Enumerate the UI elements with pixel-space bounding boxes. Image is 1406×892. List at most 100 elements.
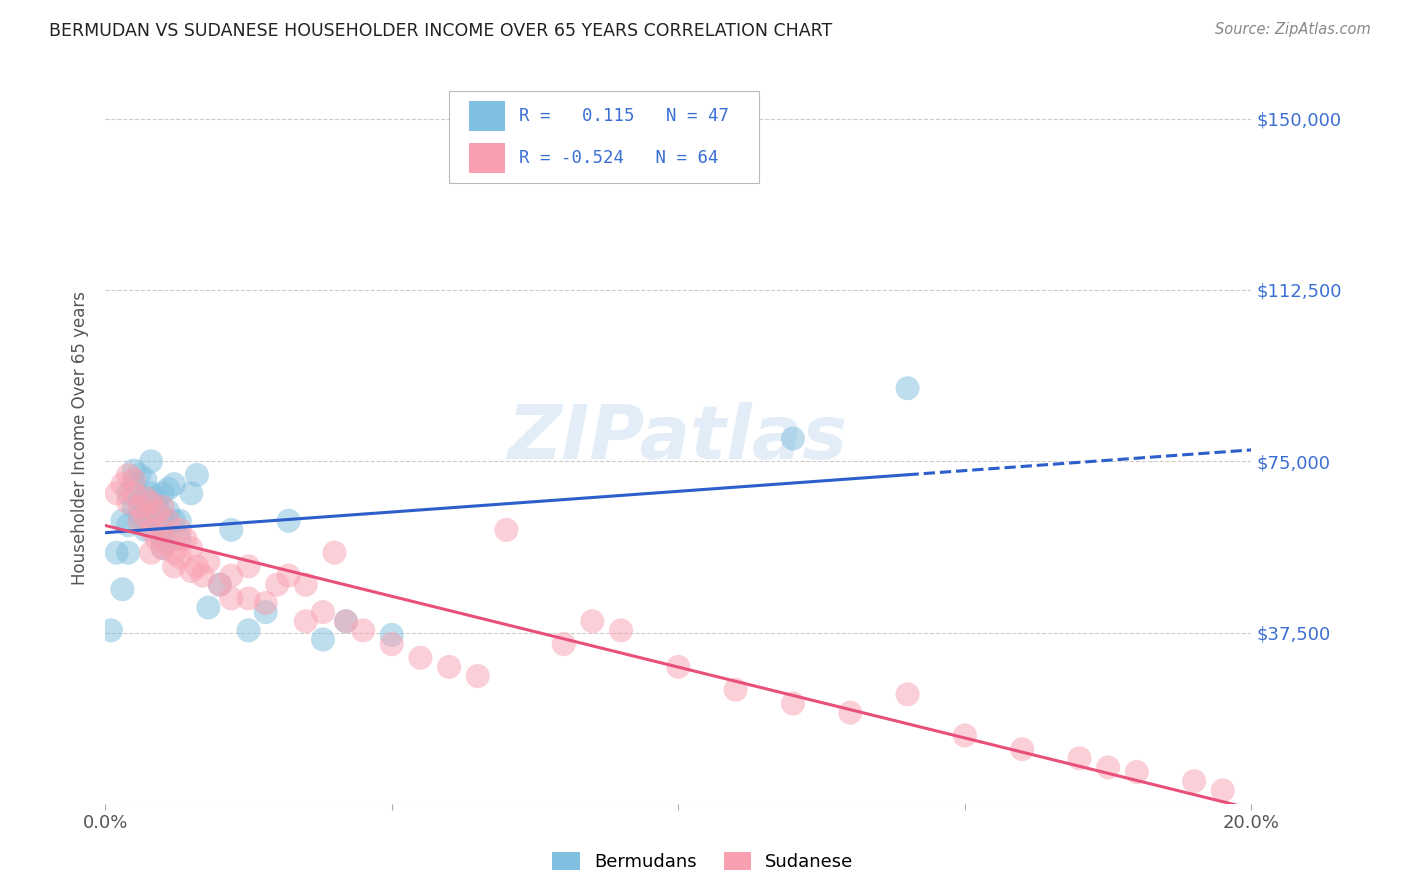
Point (134, 491, 156, 505)
Point (352, 624, 374, 638)
Point (117, 546, 139, 560)
Point (553, 637, 575, 651)
Point (1212, 783, 1234, 797)
Point (208, 577, 231, 591)
Point (221, 591, 243, 606)
Point (139, 495, 162, 509)
Point (111, 477, 134, 491)
Point (122, 473, 145, 487)
Point (152, 509, 174, 524)
Point (896, 381, 918, 395)
Point (180, 486, 202, 500)
Y-axis label: Householder Income Over 65 years: Householder Income Over 65 years (72, 292, 89, 585)
Point (581, 614, 603, 628)
Point (152, 523, 174, 537)
Point (277, 514, 299, 528)
Point (169, 514, 191, 528)
Point (146, 491, 169, 505)
Point (238, 624, 260, 638)
Point (134, 500, 156, 514)
Point (381, 628, 404, 642)
Point (180, 541, 202, 555)
Point (254, 605, 277, 619)
Point (163, 514, 186, 528)
Point (1011, 742, 1033, 756)
Point (294, 577, 316, 591)
Text: ZIPatlas: ZIPatlas (509, 402, 848, 475)
Point (139, 454, 162, 468)
Point (294, 614, 316, 628)
Point (157, 482, 180, 496)
Point (157, 514, 180, 528)
Point (128, 509, 150, 524)
Point (409, 650, 432, 665)
Point (152, 532, 174, 546)
Point (163, 546, 186, 560)
Point (437, 660, 460, 674)
Point (122, 463, 145, 477)
Point (139, 486, 162, 500)
Point (221, 523, 243, 537)
Point (724, 682, 747, 697)
Point (180, 564, 202, 578)
Point (139, 523, 162, 537)
Point (335, 614, 357, 628)
Point (117, 468, 139, 483)
Point (146, 514, 169, 528)
Point (134, 473, 156, 487)
Point (146, 532, 169, 546)
Point (839, 706, 862, 720)
Point (122, 486, 145, 500)
Point (238, 591, 260, 606)
Point (1097, 760, 1119, 774)
Point (117, 518, 139, 533)
Point (139, 546, 162, 560)
Point (186, 468, 208, 483)
Point (610, 624, 633, 638)
Point (312, 605, 335, 619)
Point (152, 541, 174, 555)
Point (128, 514, 150, 528)
Point (146, 500, 169, 514)
Point (254, 596, 277, 610)
Point (953, 728, 976, 742)
Point (128, 468, 150, 483)
Point (134, 523, 156, 537)
Text: BERMUDAN VS SUDANESE HOUSEHOLDER INCOME OVER 65 YEARS CORRELATION CHART: BERMUDAN VS SUDANESE HOUSEHOLDER INCOME … (49, 22, 832, 40)
Point (666, 660, 689, 674)
Text: R = -0.524   N = 64: R = -0.524 N = 64 (519, 149, 718, 167)
Point (197, 600, 219, 615)
Point (323, 546, 346, 560)
Point (467, 669, 489, 683)
Point (128, 500, 150, 514)
Point (277, 568, 299, 582)
Point (169, 532, 191, 546)
Text: Source: ZipAtlas.com: Source: ZipAtlas.com (1215, 22, 1371, 37)
Point (105, 546, 128, 560)
Point (335, 614, 357, 628)
Point (117, 486, 139, 500)
Point (896, 687, 918, 701)
Point (197, 555, 219, 569)
Point (169, 550, 191, 565)
Point (312, 632, 335, 647)
Point (152, 541, 174, 555)
Point (186, 559, 208, 574)
Point (381, 637, 404, 651)
Point (208, 577, 231, 591)
Point (221, 568, 243, 582)
Point (152, 523, 174, 537)
Point (122, 500, 145, 514)
Point (163, 559, 186, 574)
Point (169, 523, 191, 537)
Text: R =   0.115   N = 47: R = 0.115 N = 47 (519, 107, 728, 125)
Legend: Bermudans, Sudanese: Bermudans, Sudanese (546, 845, 860, 879)
Point (117, 495, 139, 509)
Point (134, 509, 156, 524)
Point (111, 582, 134, 597)
Point (139, 509, 162, 524)
Point (146, 505, 169, 519)
Point (163, 477, 186, 491)
Point (122, 477, 145, 491)
Point (128, 495, 150, 509)
